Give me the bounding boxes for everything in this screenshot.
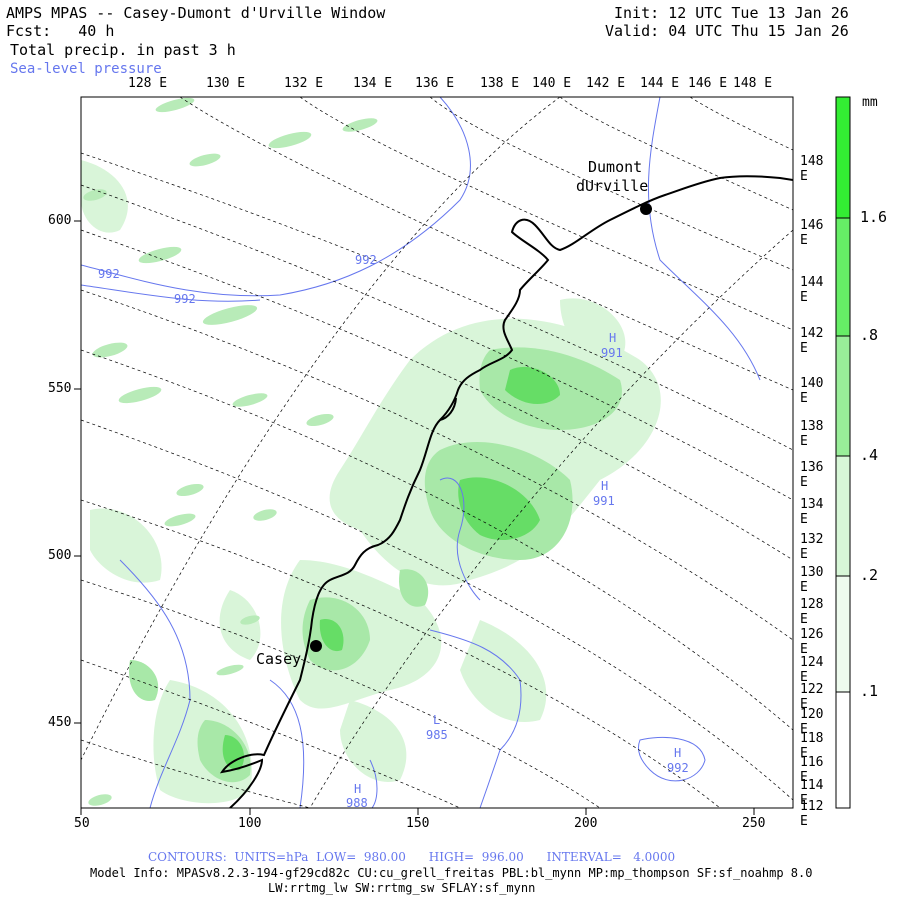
- lon-label: 140 E: [800, 376, 824, 406]
- lon-label: 112 E: [800, 799, 824, 829]
- x-tick-label: 150: [406, 816, 430, 831]
- colorbar-tick: .4: [860, 446, 879, 464]
- casey-label: Casey: [256, 650, 302, 668]
- colorbar-tick: .2: [860, 566, 879, 584]
- x-tick-label: 50: [74, 816, 90, 831]
- model-info: Model Info: MPASv8.2.3-194-gf29cd82c CU:…: [90, 866, 813, 880]
- lon-label: 128 E: [128, 76, 168, 91]
- precip-shading: [81, 97, 661, 806]
- init-time: Init: 12 UTC Tue 13 Jan 26: [614, 4, 849, 22]
- lon-label: 120 E: [800, 707, 824, 737]
- pressure-label: L: [433, 713, 441, 727]
- pressure-label: H: [674, 746, 682, 760]
- lon-label: 116 E: [800, 755, 824, 785]
- lon-label: 136 E: [415, 76, 455, 91]
- pressure-label: 991: [601, 346, 623, 360]
- lon-label: 144 E: [800, 275, 824, 305]
- lon-label: 130 E: [206, 76, 246, 91]
- x-axis-labels: 50 100 150 200 250: [0, 816, 900, 834]
- pressure-label: 992: [667, 761, 689, 775]
- map-title: AMPS MPAS -- Casey-Dumont d'Urville Wind…: [6, 4, 386, 22]
- lon-label: 146 E: [688, 76, 728, 91]
- colorbar-tick: .1: [860, 682, 879, 700]
- coastline: [219, 175, 793, 808]
- colorbar-tick: .8: [860, 326, 879, 344]
- lon-label: 134 E: [353, 76, 393, 91]
- dumont-label-line2: dUrville: [576, 177, 649, 195]
- y-tick-label: 450: [48, 715, 72, 730]
- y-tick-label: 600: [48, 213, 72, 228]
- lon-label: 132 E: [284, 76, 324, 91]
- lon-label: 138 E: [480, 76, 520, 91]
- pressure-label: 992: [355, 253, 377, 267]
- lon-label: 142 E: [586, 76, 626, 91]
- lon-label: 148 E: [800, 154, 824, 184]
- y-axis-labels: 600 550 500 450: [40, 0, 74, 900]
- station-casey: [310, 640, 322, 652]
- dumont-label: Dumont dUrville: [576, 158, 648, 196]
- y-axis-ticks: [74, 220, 81, 724]
- lon-label: 134 E: [800, 497, 824, 527]
- field-name: Total precip. in past 3 h: [10, 41, 236, 59]
- x-tick-label: 200: [574, 816, 598, 831]
- colorbar: [835, 96, 851, 809]
- colorbar-tick: 1.6: [860, 208, 888, 226]
- dumont-label-line1: Dumont: [588, 158, 643, 176]
- forecast-hour: Fcst: 40 h: [6, 22, 114, 40]
- overlay-name: Sea-level pressure: [10, 61, 162, 77]
- pressure-label: 992: [98, 267, 120, 281]
- lon-label: 146 E: [800, 218, 824, 248]
- pressure-label: H: [354, 782, 362, 796]
- lon-label: 148 E: [733, 76, 773, 91]
- fcst-label: Fcst:: [6, 22, 52, 40]
- y-tick-label: 500: [48, 548, 72, 563]
- y-tick-label: 550: [48, 381, 72, 396]
- top-lon-labels: 128 E 130 E 132 E 134 E 136 E 138 E 140 …: [0, 76, 900, 94]
- fcst-value: 40 h: [78, 22, 115, 40]
- model-info-line2: LW:rrtmg_lw SW:rrtmg_sw SFLAY:sf_mynn: [268, 881, 536, 895]
- pressure-label: 992: [174, 292, 196, 306]
- right-lon-labels: 148 E 146 E 144 E 142 E 140 E 138 E 136 …: [800, 0, 836, 900]
- valid-time: Valid: 04 UTC Thu 15 Jan 26: [605, 22, 849, 40]
- station-dumont-durville: [640, 203, 652, 215]
- pressure-label: 985: [426, 728, 448, 742]
- lon-label: 132 E: [800, 532, 824, 562]
- lon-label: 126 E: [800, 627, 824, 657]
- x-tick-label: 250: [742, 816, 766, 831]
- pressure-label: 991: [593, 494, 615, 508]
- lon-label: 130 E: [800, 565, 824, 595]
- pressure-label: H: [609, 331, 617, 345]
- x-axis-ticks: [80, 808, 755, 815]
- lon-label: 128 E: [800, 597, 824, 627]
- contours-info: CONTOURS: UNITS=hPa LOW= 980.00 HIGH= 99…: [148, 850, 676, 864]
- lon-label: 122 E: [800, 682, 824, 712]
- graticule: [81, 97, 793, 808]
- lon-label: 142 E: [800, 326, 824, 356]
- lon-label: 124 E: [800, 655, 824, 685]
- pressure-label: 988: [346, 796, 368, 810]
- lon-label: 140 E: [532, 76, 572, 91]
- lon-label: 138 E: [800, 419, 824, 449]
- lon-label: 144 E: [640, 76, 680, 91]
- pressure-label: H: [601, 479, 609, 493]
- x-tick-label: 100: [238, 816, 262, 831]
- colorbar-unit: mm: [862, 95, 878, 110]
- lon-label: 114 E: [800, 778, 824, 808]
- lon-label: 136 E: [800, 460, 824, 490]
- lon-label: 118 E: [800, 731, 824, 761]
